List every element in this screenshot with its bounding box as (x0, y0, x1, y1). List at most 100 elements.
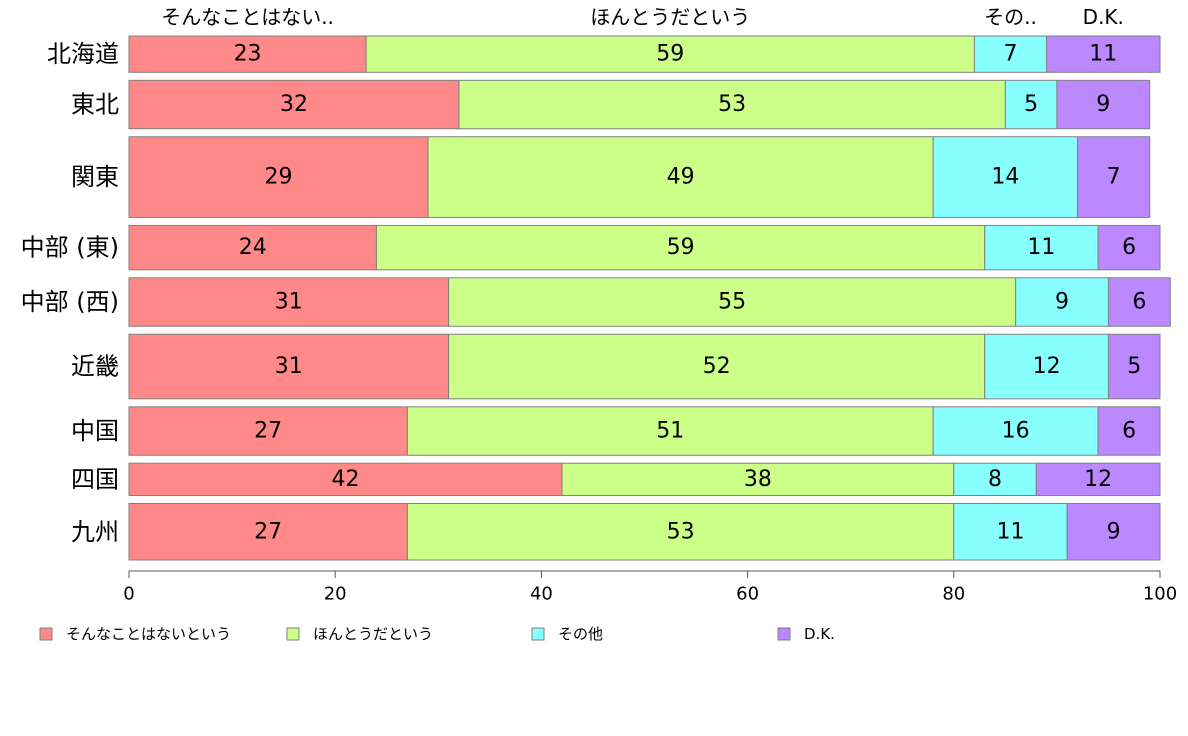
x-tick-label: 100 (1143, 584, 1177, 605)
data-label: 12 (1084, 467, 1112, 492)
bar-segment (1077, 136, 1151, 218)
bar-segment (1046, 35, 1161, 73)
bar-segment (128, 333, 450, 400)
x-tick-label: 80 (942, 584, 965, 605)
category-label: 中国 (71, 417, 119, 445)
category-label: 四国 (71, 465, 119, 493)
bar-segment (458, 79, 1006, 130)
bar-segment (406, 503, 955, 561)
category-label: 中部 (東) (21, 234, 119, 262)
bar-segment (1035, 462, 1161, 497)
data-label: 29 (264, 165, 292, 190)
data-label: 55 (718, 290, 746, 315)
data-label: 14 (991, 165, 1019, 190)
bar-row: 32 53 5 9 (128, 79, 1151, 130)
bar-segment (953, 503, 1068, 561)
bar-row: 31 55 9 6 (128, 277, 1171, 327)
bar-row: 29 49 14 7 (128, 136, 1151, 218)
legend-item: そんなことはないという (39, 625, 231, 643)
legend-swatch (531, 627, 545, 641)
category-label: 東北 (71, 91, 119, 119)
bar-segment (448, 333, 986, 400)
data-label: 11 (1089, 42, 1117, 67)
data-label: 24 (239, 235, 267, 260)
legend-swatch (777, 627, 791, 641)
bar-segment (128, 224, 377, 271)
data-label: 31 (275, 354, 303, 379)
bar-segment (365, 35, 975, 73)
bar-row: 27 51 16 6 (128, 406, 1161, 456)
series-top-label: ほんとうだという (590, 5, 750, 29)
data-label: 9 (1096, 92, 1110, 117)
legend-item: ほんとうだという (286, 625, 433, 643)
bar-segment (953, 462, 1037, 497)
bar-segment (1015, 277, 1109, 327)
data-label: 8 (988, 467, 1002, 492)
x-tick-label: 20 (324, 584, 347, 605)
category-label: 九州 (71, 518, 119, 546)
bar-segment (1107, 277, 1171, 327)
data-label: 23 (234, 42, 262, 67)
data-label: 5 (1127, 354, 1141, 379)
x-axis: 0 20 40 60 80 100 (123, 570, 1177, 605)
legend-swatch (39, 627, 53, 641)
legend-label: D.K. (804, 625, 835, 643)
data-label: 9 (1107, 519, 1121, 544)
bar-segment (427, 136, 934, 218)
data-label: 59 (656, 42, 684, 67)
bar-segment (984, 333, 1109, 400)
series-top-label: そんなことはない.. (161, 5, 334, 29)
data-label: 6 (1122, 235, 1136, 260)
bar-segment (128, 406, 408, 456)
series-top-labels: そんなことはない.. ほんとうだという その.. D.K. (161, 5, 1124, 29)
bar-row: 27 53 11 9 (128, 503, 1161, 561)
data-label: 5 (1024, 92, 1038, 117)
bar-row: 31 52 12 5 (128, 333, 1161, 400)
bar-row: 23 59 7 11 (128, 35, 1161, 73)
data-label: 32 (280, 92, 308, 117)
bar-segment (128, 462, 563, 497)
data-label: 51 (656, 419, 684, 444)
bar-segment (932, 406, 1099, 456)
data-label: 49 (667, 165, 695, 190)
legend-label: ほんとうだという (313, 625, 433, 643)
bar-row: 24 59 11 6 (128, 224, 1161, 271)
legend-item: その他 (531, 625, 603, 643)
data-label: 52 (703, 354, 731, 379)
data-label: 59 (667, 235, 695, 260)
data-label: 6 (1132, 290, 1146, 315)
data-label: 38 (744, 467, 772, 492)
x-tick-label: 0 (123, 584, 134, 605)
data-label: 31 (275, 290, 303, 315)
data-label: 27 (254, 519, 282, 544)
category-label: 北海道 (47, 40, 119, 68)
bar-segment (1097, 406, 1161, 456)
data-label: 53 (718, 92, 746, 117)
data-label: 7 (1107, 165, 1121, 190)
data-label: 11 (1027, 235, 1055, 260)
category-label: 中部 (西) (21, 288, 119, 316)
series-top-label: その.. (984, 5, 1037, 29)
data-label: 53 (667, 519, 695, 544)
bar-segment (1056, 79, 1151, 130)
bar-segment (1066, 503, 1161, 561)
bar-segment (973, 35, 1048, 73)
data-label: 6 (1122, 419, 1136, 444)
data-label: 12 (1033, 354, 1061, 379)
x-tick-label: 60 (736, 584, 759, 605)
bar-segment (1097, 224, 1161, 271)
legend-swatch (286, 627, 300, 641)
data-label: 9 (1055, 290, 1069, 315)
legend-label: そんなことはないという (66, 625, 231, 643)
bar-segment (128, 136, 429, 218)
data-label: 7 (1004, 42, 1018, 67)
legend-item: D.K. (777, 625, 835, 643)
data-label: 16 (1002, 419, 1030, 444)
bar-segment (1107, 333, 1161, 400)
series-top-label: D.K. (1083, 5, 1124, 29)
bar-row: 42 38 8 12 (128, 462, 1161, 497)
data-label: 11 (997, 519, 1025, 544)
bar-segment (128, 35, 367, 73)
